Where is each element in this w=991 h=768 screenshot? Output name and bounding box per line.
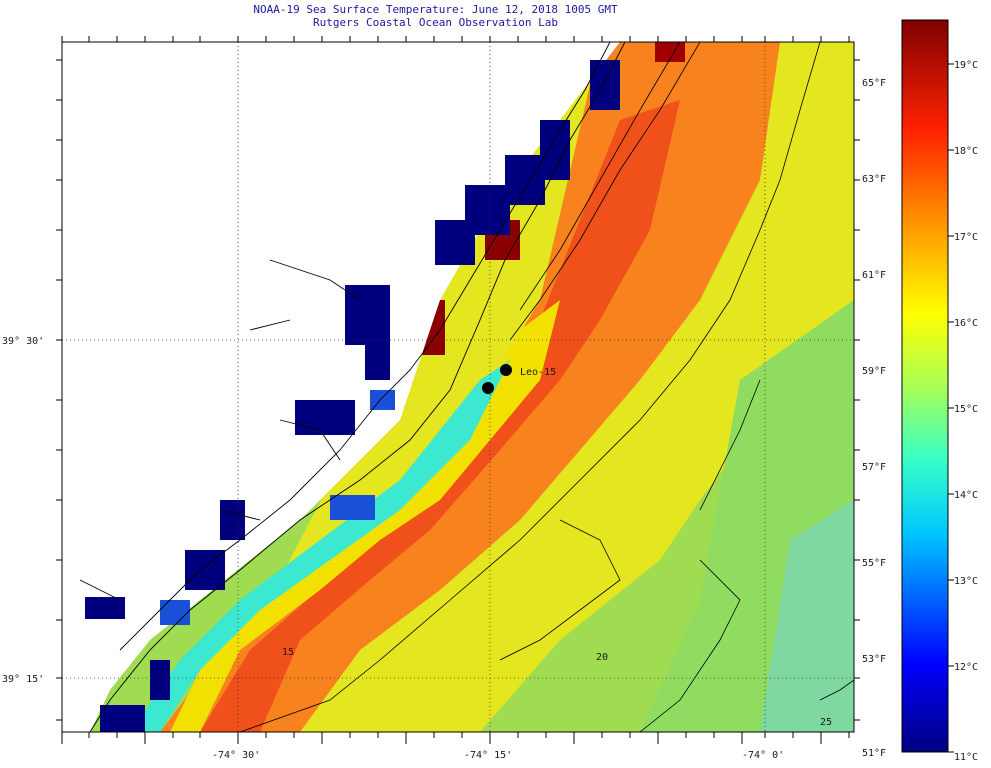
isobath-label: 20: [596, 652, 608, 663]
fahrenheit-label: 51°F: [862, 748, 886, 759]
coastline: [79, 42, 626, 732]
celsius-label: 12°C: [954, 662, 978, 673]
colorbar-ticks: [948, 63, 954, 753]
sst-field: [62, 42, 854, 732]
lon-label: -74° 15': [464, 750, 512, 761]
fahrenheit-label: 63°F: [862, 174, 886, 185]
lat-label: 39° 30': [2, 336, 44, 347]
isobath-label: 25: [820, 717, 832, 728]
fahrenheit-label: 65°F: [862, 78, 886, 89]
lat-label: 39° 15': [2, 674, 44, 685]
isobaths: [239, 42, 854, 732]
map-title: NOAA-19 Sea Surface Temperature: June 12…: [253, 3, 618, 16]
colorbar: [901, 19, 949, 753]
station-marker: [482, 382, 494, 394]
celsius-label: 15°C: [954, 404, 978, 415]
fahrenheit-label: 61°F: [862, 270, 886, 281]
fahrenheit-labels: 65°F 63°F 61°F 59°F 57°F 55°F 53°F 51°F: [862, 78, 886, 759]
celsius-label: 16°C: [954, 318, 978, 329]
isobath-label: 15: [282, 647, 294, 658]
celsius-label: 13°C: [954, 576, 978, 587]
fahrenheit-label: 57°F: [862, 462, 886, 473]
lon-label: -74° 0': [742, 750, 784, 761]
map-frame: [61, 41, 855, 733]
celsius-labels: 19°C 18°C 17°C 16°C 15°C 14°C 13°C 12°C …: [954, 60, 978, 763]
station-markers: Leo-15: [482, 364, 556, 394]
celsius-label: 19°C: [954, 60, 978, 71]
map-subtitle: Rutgers Coastal Ocean Observation Lab: [312, 16, 559, 29]
celsius-label: 17°C: [954, 232, 978, 243]
fahrenheit-label: 59°F: [862, 366, 886, 377]
fahrenheit-label: 55°F: [862, 558, 886, 569]
tick-marks: [56, 36, 860, 744]
station-label: Leo-15: [520, 367, 556, 378]
celsius-label: 18°C: [954, 146, 978, 157]
station-marker: [500, 364, 512, 376]
celsius-label: 14°C: [954, 490, 978, 501]
graticule: [62, 42, 854, 732]
lon-label: -74° 30': [212, 750, 260, 761]
fahrenheit-label: 53°F: [862, 654, 886, 665]
celsius-label: 11°C: [954, 752, 978, 763]
